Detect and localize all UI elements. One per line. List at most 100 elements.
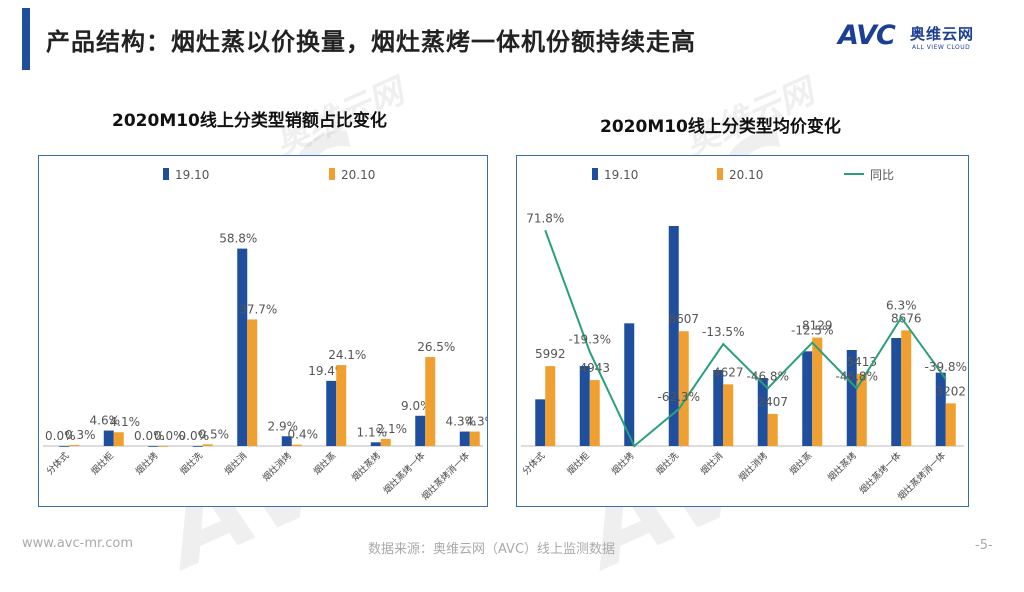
bar-1 xyxy=(535,399,546,446)
bar-1 xyxy=(891,338,902,446)
bar-2 xyxy=(945,403,956,446)
bar-1 xyxy=(237,248,248,446)
data-label: 0.4% xyxy=(288,428,319,442)
data-label: 2407 xyxy=(757,395,788,409)
logo-main-text: AVC xyxy=(838,20,896,51)
bar-2 xyxy=(247,319,258,446)
bar-2 xyxy=(469,431,480,446)
data-label: 2.9% xyxy=(268,419,299,433)
bar-1 xyxy=(846,350,857,446)
data-label: 0.3% xyxy=(65,428,96,442)
data-label: 3202 xyxy=(935,384,966,398)
x-tick-label: 烟灶蒸烤 xyxy=(349,450,383,484)
data-label: 2.1% xyxy=(377,422,408,436)
bar-2 xyxy=(812,337,823,446)
bar-1 xyxy=(59,446,70,447)
data-label: 4.3% xyxy=(466,415,488,429)
data-label: 5992 xyxy=(535,347,566,361)
footer-url[interactable]: www.avc-mr.com xyxy=(22,536,134,551)
x-tick-label: 烟灶柜 xyxy=(564,450,592,478)
bar-2 xyxy=(113,432,124,446)
line-label: -39.8% xyxy=(925,360,967,374)
line-label: -13.5% xyxy=(702,325,744,339)
data-label: 0.0% xyxy=(179,429,210,443)
bar-2 xyxy=(336,365,347,446)
title-accent-bar xyxy=(22,8,30,70)
bar-2 xyxy=(425,357,436,446)
bar-1 xyxy=(624,323,635,446)
footer-source: 数据来源：奥维云网（AVC）线上监测数据 xyxy=(368,542,616,557)
bar-2 xyxy=(545,366,556,446)
data-label: 5413 xyxy=(846,355,877,369)
x-tick-label: 烟灶烤 xyxy=(133,450,161,478)
bar-2 xyxy=(202,444,213,446)
legend-label-1: 19.10 xyxy=(175,168,209,182)
data-label: 0.0% xyxy=(154,429,185,443)
x-tick-label: 烟灶蒸烤一体 xyxy=(381,450,428,497)
bar-1 xyxy=(713,370,724,446)
x-tick-label: 烟灶消烤 xyxy=(736,450,770,484)
chart2-svg: 19.10 20.10 同比 5992 4943 8607 4627 2407 8129 5413… xyxy=(520,168,967,503)
data-label: 24.1% xyxy=(328,348,366,362)
data-label: 9.0% xyxy=(401,399,432,413)
bar-1 xyxy=(935,372,946,446)
yoy-line xyxy=(544,229,947,448)
bar-2 xyxy=(291,444,302,446)
x-tick-label: 烟灶洗 xyxy=(177,450,205,478)
line-label: -46.8% xyxy=(747,369,789,383)
data-label: 4.1% xyxy=(110,415,141,429)
logo-en-text: ALL VIEW CLOUD xyxy=(912,44,971,51)
x-tick-label: 烟灶洗 xyxy=(653,450,681,478)
legend-swatch-1 xyxy=(163,168,169,180)
data-label: 37.7% xyxy=(239,302,277,316)
bar-1 xyxy=(326,380,337,446)
bar-2 xyxy=(901,330,912,446)
bar-2 xyxy=(767,413,778,446)
legend-swatch-2 xyxy=(717,168,723,180)
bar-1 xyxy=(459,431,470,446)
line-label: -19.3% xyxy=(569,333,611,347)
bar-1 xyxy=(579,366,590,446)
bar-1 xyxy=(802,351,813,446)
x-tick-label: 分体式 xyxy=(44,450,72,478)
x-tick-label: 分体式 xyxy=(520,450,548,478)
avc-logo: AVC 奥维云网 ALL VIEW CLOUD xyxy=(838,20,1008,60)
chart1-title: 2020M10线上分类型销额占比变化 xyxy=(112,111,387,131)
data-label: 4627 xyxy=(713,365,744,379)
bar-2 xyxy=(723,384,734,446)
bar-1 xyxy=(192,446,203,447)
chart2-title: 2020M10线上分类型均价变化 xyxy=(600,117,841,137)
data-label: 4.6% xyxy=(90,414,121,428)
page-title: 产品结构：烟灶蒸以价换量，烟灶蒸烤一体机份额持续走高 xyxy=(46,28,696,56)
data-label: 1.1% xyxy=(357,425,388,439)
bar-1 xyxy=(148,446,159,447)
bar-2 xyxy=(856,373,867,446)
x-tick-label: 烟灶蒸 xyxy=(787,450,815,478)
data-label: 0.5% xyxy=(199,427,230,441)
x-tick-label: 烟灶烤 xyxy=(609,450,637,478)
line-label: 71.8% xyxy=(526,211,564,225)
logo-cn-text: 奥维云网 xyxy=(910,25,975,43)
legend-label-1: 19.10 xyxy=(604,168,638,182)
data-label: 4.3% xyxy=(446,415,477,429)
bar-1 xyxy=(103,430,114,446)
legend-label-2: 20.10 xyxy=(341,168,375,182)
data-label: 0.0% xyxy=(45,429,76,443)
bar-2 xyxy=(69,444,80,446)
line-label: 6.3% xyxy=(886,299,917,313)
legend-swatch-1 xyxy=(592,168,598,180)
bar-1 xyxy=(415,415,426,446)
legend-swatch-2 xyxy=(329,168,335,180)
bar-2 xyxy=(678,331,689,446)
chart1-frame: 19.10 20.10 0.0% 0.3% 4.6% 4.1% 0.0% 0.0% 0.0% 0.… xyxy=(38,155,496,507)
legend-label-3: 同比 xyxy=(870,168,894,182)
legend-label-2: 20.10 xyxy=(729,168,763,182)
x-tick-label: 烟灶蒸烤一体 xyxy=(857,450,904,497)
chart2-frame: 19.10 20.10 同比 5992 4943 8607 4627 2407 8129 5413… xyxy=(516,155,969,507)
bar-2 xyxy=(380,438,391,446)
bar-1 xyxy=(757,378,768,446)
x-tick-label: 烟灶消烤 xyxy=(260,450,294,484)
bar-1 xyxy=(668,226,679,446)
data-label: 4943 xyxy=(579,361,610,375)
line-label: -46.8% xyxy=(836,369,878,383)
